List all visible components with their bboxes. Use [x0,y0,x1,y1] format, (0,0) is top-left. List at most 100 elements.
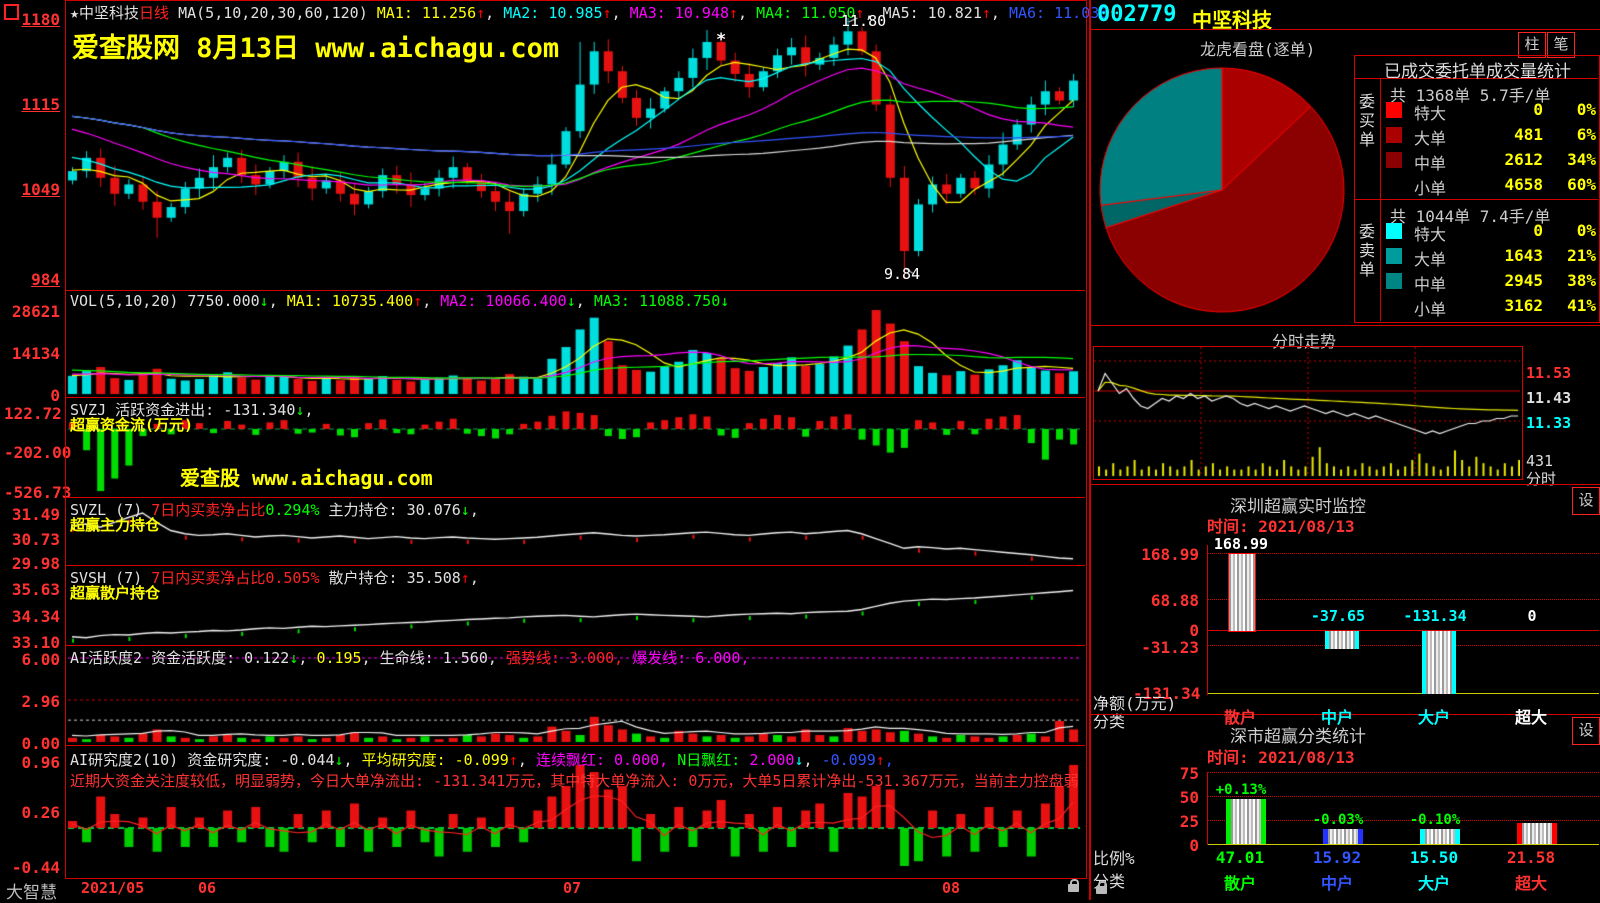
header-segment: 连续飘红: 0.000 [535,751,660,769]
header-segment: 主力持仓: 30.076 [319,501,461,519]
header-segment: 散户持仓: 35.508 [319,569,461,587]
order-percent: 0% [1576,221,1596,240]
header-segment: SVZJ 活跃资金进出: -131.340 [70,401,296,419]
table-row: 小单 3162 41% [1380,296,1598,319]
monitor-bar [1325,631,1359,650]
order-count: 2612 [1504,150,1543,169]
table-row: 特大 0 0% [1380,100,1598,123]
monitor-settings-button[interactable]: 设 [1572,487,1600,515]
header-segment: , [361,649,380,667]
kline-header: ★中坚科技日线 MA(5,10,20,30,60,120) MA1: 11.25… [70,2,1117,23]
order-size-label: 大单 [1414,129,1447,148]
intraday-canvas [1094,347,1520,477]
order-size-label: 大单 [1414,250,1447,269]
classify-plot: +0.13% -0.03% -0.10% [1207,772,1599,845]
gridline [1208,645,1599,646]
monitor-ylabel: 68.88 [1150,591,1199,610]
monitor-bar [1422,631,1456,695]
monitor-bar-value: -131.34 [1403,607,1467,625]
lock-icon-right[interactable] [1096,881,1107,894]
classify-settings-button[interactable]: 设 [1572,717,1600,745]
axis-label: -526.73 [4,483,72,502]
header-segment: N日飘红: [677,751,750,769]
axis-label: 29.98 [11,554,60,573]
sell-rows: 特大 0 0% 大单 1643 21% 中单 2945 38% 小单 3162 41% [1380,221,1598,321]
gridline [1208,820,1599,821]
header-segment: ↓ [295,401,305,419]
order-percent: 34% [1567,150,1596,169]
header-segment: 强势线: 3.000 [505,649,615,667]
order-count: 3162 [1504,296,1543,315]
header-segment: 平均研究度: -0.099 [361,751,509,769]
classify-ylabel: 25 [1179,812,1199,831]
order-percent: 0% [1576,100,1596,119]
order-count: 0 [1533,100,1543,119]
axis-label: 0.96 [21,753,60,772]
intraday-ylabel: 11.43 [1526,389,1572,407]
order-size-label: 中单 [1414,154,1447,173]
table-row: 大单 481 6% [1380,125,1598,148]
header-segment: SVSH (7) [70,569,152,587]
monitor-ylabel: -131.34 [1133,684,1201,703]
header-segment: , [803,751,822,769]
pie-panel-title: 龙虎看盘(逐单) [1200,40,1316,59]
axis-label: 1115 [21,95,60,114]
sell-summary: 共 1044单 7.4手/单 [1390,207,1551,226]
date-label: 2021/05 [81,879,145,897]
order-size-swatch [1386,223,1402,239]
intraday-ylabel: 11.53 [1526,364,1572,382]
header-segment: , [469,501,479,519]
axis-label: 33.10 [11,633,60,652]
stock-code: 002779 [1097,2,1177,27]
axis-label: 31.49 [11,505,60,524]
header-segment: 爆发线: 6.000 [632,649,741,667]
order-size-label: 小单 [1414,179,1447,198]
header-segment: MA1: 10735.400 [286,292,414,310]
header-segment: 日线 [139,4,170,22]
order-size-label: 小单 [1414,300,1447,319]
header-segment: ↑ [1108,4,1118,22]
header-segment: , [990,4,1009,22]
order-size-label: 特大 [1414,104,1447,123]
watermark-site-2: 爱查股 www.aichagu.com [180,466,433,490]
order-size-swatch [1386,127,1402,143]
header-segment: ↓ [794,751,804,769]
axis-label: -0.44 [11,858,60,877]
watermark-site: 爱查股网 8月13日 www.aichagu.com [72,33,560,64]
classify-bar-value: 47.01 [1215,848,1265,867]
header-segment: MA6: 11.036 [1008,4,1109,22]
header-segment: MA2: 10066.400 [440,292,567,310]
table-title: 已成交委托单成交量统计 [1384,62,1571,82]
header-segment: MA4: 11.050 [756,4,856,22]
header-segment: ↑ [602,4,612,22]
table-row: 大单 1643 21% [1380,246,1598,269]
ai-research-header: AI研究度2(10) 资金研究度: -0.044 ↓, 平均研究度: -0.099… [70,749,894,770]
gridline [1208,772,1599,773]
buy-orders-label: 委买单 [1358,92,1375,149]
header-segment: ↑ [476,4,486,22]
stock-name: 中坚科技 [1192,8,1272,32]
section-rule [1090,325,1600,326]
header-segment: VOL(5,10,20) 7750.000 [70,292,260,310]
monitor-unit: 净额(万元) [1093,694,1177,713]
order-percent: 6% [1576,125,1596,144]
header-segment: ↓ [289,649,299,667]
gridline [1208,599,1599,600]
header-segment: AI研究度2(10) 资金研究度: -0.044 [70,751,335,769]
header-segment: ↓ [720,292,730,310]
bar-mode-button[interactable]: 柱 [1518,32,1546,58]
classify-bar-change: -0.03% [1312,811,1364,828]
intraday-count: 431 [1526,452,1554,470]
axis-label: 0 [50,386,60,405]
header-segment: 0.195 [316,649,362,667]
axis-label: -202.00 [4,443,72,462]
lock-icon[interactable] [1068,879,1079,892]
table-row: 特大 0 0% [1380,221,1598,244]
app-icon[interactable] [4,4,19,20]
order-size-swatch [1386,102,1402,118]
classify-category-label: 中户 [1320,874,1353,893]
pen-mode-button[interactable]: 笔 [1547,32,1575,58]
kline-canvas[interactable] [66,0,1084,876]
svsh-subtitle: 超赢散户持仓 [70,584,161,602]
order-percent: 38% [1567,271,1596,290]
